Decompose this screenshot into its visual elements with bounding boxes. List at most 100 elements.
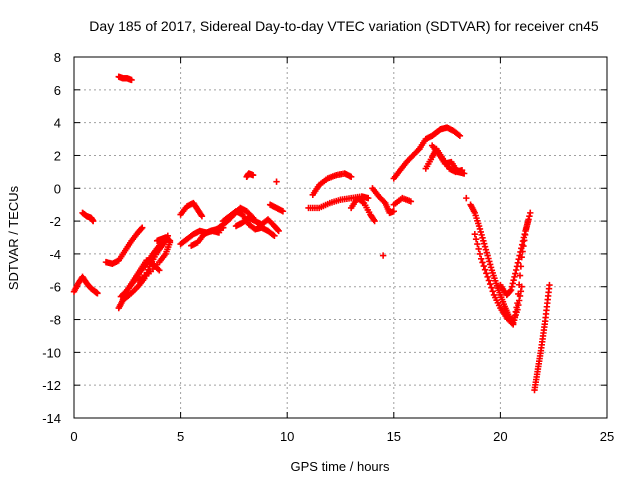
data-point xyxy=(511,312,519,320)
y-tick-label: 8 xyxy=(54,50,61,65)
data-point xyxy=(94,290,101,297)
data-point xyxy=(519,237,527,245)
data-point xyxy=(138,225,145,232)
data-point xyxy=(370,216,377,223)
data-point xyxy=(198,212,206,220)
y-tick-label: 0 xyxy=(54,181,61,196)
data-point xyxy=(508,283,516,290)
data-point xyxy=(522,227,529,235)
data-point xyxy=(472,235,480,243)
data-point xyxy=(509,280,516,287)
data-point xyxy=(249,171,257,179)
data-point xyxy=(275,227,282,235)
data-point xyxy=(486,258,493,265)
data-point xyxy=(476,225,484,233)
data-point xyxy=(463,194,470,202)
data-point xyxy=(359,198,366,206)
data-point xyxy=(475,222,483,230)
data-point xyxy=(518,241,526,248)
data-point xyxy=(480,237,487,244)
data-point xyxy=(274,226,282,234)
data-point xyxy=(479,259,486,266)
data-point xyxy=(279,208,287,215)
data-point xyxy=(527,209,534,217)
data-point xyxy=(484,273,491,281)
data-point xyxy=(509,321,517,328)
data-points xyxy=(70,73,553,394)
data-point xyxy=(515,281,523,288)
data-point xyxy=(512,266,520,274)
data-point xyxy=(486,261,494,268)
data-point xyxy=(510,317,518,324)
plot-frame xyxy=(73,56,608,419)
data-point xyxy=(480,240,488,247)
axes: 0 5 10 15 20 25 -14 -12 -10 -8 -6 -4 -2 0 2 4 6 8 xyxy=(42,50,614,444)
data-point xyxy=(480,262,487,270)
data-point xyxy=(407,198,415,205)
data-point xyxy=(390,208,397,215)
data-point xyxy=(514,259,522,266)
grid-lines xyxy=(74,57,607,418)
data-point xyxy=(365,194,372,202)
data-point xyxy=(512,308,519,315)
data-point xyxy=(460,170,468,177)
data-point xyxy=(197,211,205,219)
data-point xyxy=(486,280,494,288)
data-point xyxy=(273,178,280,185)
data-point xyxy=(524,217,532,225)
data-point xyxy=(488,284,495,291)
data-point xyxy=(380,198,388,205)
data-point xyxy=(139,224,146,231)
y-axis-label: SDTVAR / TECUs xyxy=(6,185,21,290)
data-point xyxy=(517,248,524,256)
x-tick-label: 25 xyxy=(600,429,614,444)
data-point xyxy=(512,270,519,277)
data-point xyxy=(379,252,387,259)
y-tick-label: -12 xyxy=(42,378,61,393)
y-tick-label: 6 xyxy=(54,83,61,98)
data-point xyxy=(371,217,378,225)
data-point xyxy=(520,234,528,241)
x-tick-label: 15 xyxy=(387,429,401,444)
data-point xyxy=(478,231,485,239)
chart-title: Day 185 of 2017, Sidereal Day-to-day VTE… xyxy=(89,18,599,34)
x-tick-label: 5 xyxy=(177,429,184,444)
data-point xyxy=(475,245,482,253)
data-point xyxy=(146,263,153,270)
data-point xyxy=(524,221,531,228)
data-point xyxy=(471,231,479,238)
data-point xyxy=(478,255,485,263)
data-point xyxy=(483,249,490,256)
data-point xyxy=(521,231,528,238)
data-point xyxy=(489,288,496,295)
data-point xyxy=(485,255,492,262)
data-point xyxy=(347,173,355,180)
data-point xyxy=(515,255,522,263)
x-tick-label: 20 xyxy=(493,429,507,444)
data-point xyxy=(507,286,515,294)
data-point xyxy=(269,231,277,239)
data-point xyxy=(477,228,484,236)
data-point xyxy=(510,276,517,284)
data-point xyxy=(485,277,493,284)
x-tick-label: 10 xyxy=(280,429,294,444)
data-point xyxy=(523,224,530,231)
y-tick-label: -8 xyxy=(49,313,61,328)
data-point xyxy=(482,246,490,253)
y-tick-label: -10 xyxy=(42,345,61,360)
data-point xyxy=(271,232,278,240)
data-point xyxy=(513,263,521,270)
data-point xyxy=(513,304,520,311)
y-tick-label: -2 xyxy=(49,214,61,229)
data-point xyxy=(456,132,464,139)
y-tick-label: -14 xyxy=(42,411,61,426)
data-point xyxy=(166,237,174,244)
y-tick-label: 2 xyxy=(54,148,61,163)
data-point xyxy=(455,131,462,138)
data-point xyxy=(481,266,489,273)
data-point xyxy=(484,252,491,259)
data-point xyxy=(476,250,484,258)
data-point xyxy=(514,299,521,307)
data-point xyxy=(526,212,533,220)
